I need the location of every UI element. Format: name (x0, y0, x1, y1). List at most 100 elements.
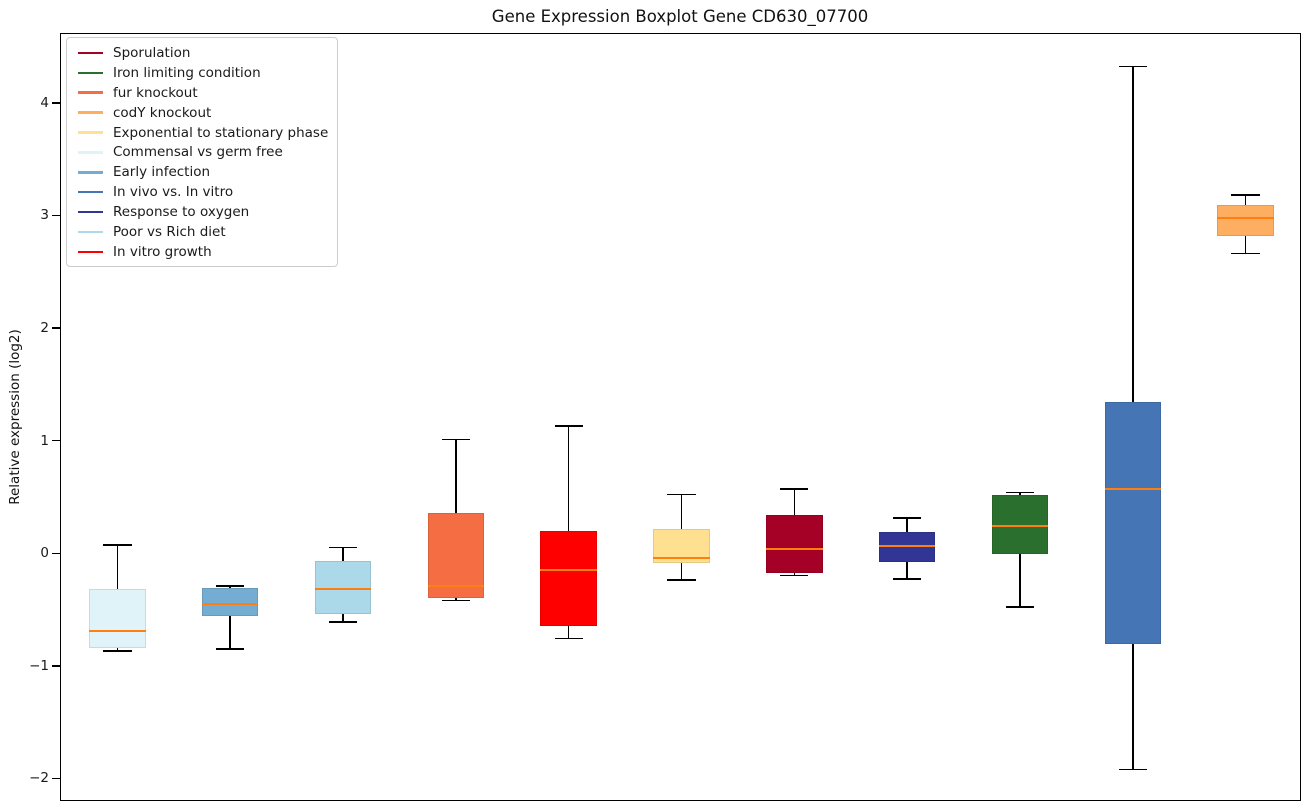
legend-item-sporulation: Sporulation (78, 43, 337, 63)
y-tick-mark (51, 552, 60, 554)
boxplot-upper-cap (103, 544, 132, 546)
y-tick-label: −2 (29, 770, 49, 787)
boxplot-upper-cap (1005, 491, 1035, 494)
legend-color-swatch (78, 170, 103, 174)
boxplot-upper-whisker (116, 545, 119, 590)
boxplot-median-line (427, 584, 485, 587)
boxplot-median-line (653, 556, 710, 559)
boxplot-upper-cap (328, 546, 358, 549)
boxplot-lower-whisker (680, 563, 683, 581)
legend-item-label: Commensal vs germ free (113, 144, 283, 161)
legend-item-in-vitro-growth: In vitro growth (78, 242, 337, 262)
boxplot-box (1217, 205, 1274, 236)
boxplot-lower-whisker (906, 562, 908, 580)
legend-item-label: Poor vs Rich diet (113, 223, 226, 240)
boxplot-box (1104, 402, 1161, 645)
boxplot-lower-cap (893, 578, 922, 580)
legend-color-swatch (78, 190, 103, 194)
legend-item-label: Exponential to stationary phase (113, 124, 329, 141)
legend-item-label: Iron limiting condition (113, 64, 261, 81)
y-tick-mark (51, 102, 60, 104)
legend-item-label: codY knockout (113, 104, 212, 121)
legend-item-fur-knockout: fur knockout (78, 83, 337, 103)
legend-item-label: In vivo vs. In vitro (113, 184, 234, 201)
legend-item-exponential-to-stationary-phase: Exponential to stationary phase (78, 123, 337, 143)
boxplot-box (427, 512, 485, 599)
y-tick-mark (51, 327, 60, 329)
boxplot-upper-whisker (229, 585, 231, 589)
boxplot-lower-whisker (1019, 554, 1021, 608)
boxplot-lower-whisker (116, 647, 119, 652)
boxplot-box (202, 588, 259, 617)
boxplot-lower-cap (1118, 768, 1147, 771)
boxplot-upper-whisker (793, 488, 796, 515)
boxplot-lower-whisker (342, 613, 344, 622)
boxplot-upper-cap (216, 585, 245, 587)
boxplot-upper-cap (1231, 194, 1260, 196)
legend-color-swatch (78, 131, 103, 134)
legend-color-swatch (78, 111, 103, 114)
boxplot-lower-cap (103, 650, 132, 652)
chart-title: Gene Expression Boxplot Gene CD630_07700 (491, 7, 869, 26)
y-tick-mark (51, 777, 60, 780)
legend-item-response-to-oxygen: Response to oxygen (78, 202, 337, 222)
boxplot-lower-whisker (567, 626, 570, 639)
boxplot-median-line (540, 569, 597, 572)
y-tick-label: 3 (40, 207, 49, 224)
legend-item-early-infection: Early infection (78, 162, 337, 182)
legend-color-swatch (78, 71, 103, 75)
boxplot-box (540, 530, 597, 627)
boxplot-lower-whisker (1132, 644, 1134, 770)
boxplot-median-line (1217, 216, 1274, 219)
boxplot-lower-cap (554, 637, 583, 640)
boxplot-upper-whisker (1132, 66, 1134, 403)
boxplot-median-line (991, 525, 1049, 528)
boxplot-lower-cap (216, 648, 245, 650)
boxplot-lower-cap (1231, 252, 1260, 255)
legend-item-in-vivo-vs-in-vitro: In vivo vs. In vitro (78, 182, 337, 202)
legend-item-commensal-vs-germ-free: Commensal vs germ free (78, 142, 337, 162)
boxplot-upper-whisker (567, 425, 570, 531)
legend-color-swatch (78, 91, 103, 95)
boxplot-box (314, 561, 372, 614)
boxplot-upper-whisker (342, 547, 344, 561)
boxplot-box (766, 514, 823, 574)
y-tick-label: −1 (29, 657, 49, 674)
legend-color-swatch (78, 151, 103, 154)
legend: Sporulation Iron limiting condition fur kn… (66, 37, 338, 267)
legend-item-iron-limiting-condition: Iron limiting condition (78, 63, 337, 83)
legend-color-swatch (78, 210, 103, 214)
y-tick-label: 0 (40, 545, 49, 562)
legend-color-swatch (78, 51, 103, 55)
legend-item-poor-vs-rich-diet: Poor vs Rich diet (78, 222, 337, 242)
boxplot-lower-cap (667, 579, 696, 581)
boxplot-box (89, 589, 146, 648)
legend-item-label: Response to oxygen (113, 204, 250, 221)
y-tick-mark (51, 214, 60, 217)
boxplot-upper-cap (780, 488, 809, 490)
y-tick-label: 4 (40, 94, 49, 111)
y-tick-mark (51, 665, 60, 667)
boxplot-lower-whisker (1244, 235, 1247, 254)
y-axis-label: Relative expression (log2) (7, 329, 23, 505)
boxplot-upper-cap (1118, 65, 1147, 68)
boxplot-upper-cap (441, 438, 470, 441)
boxplot-lower-cap (1005, 606, 1035, 608)
boxplot-upper-whisker (455, 439, 457, 513)
boxplot-upper-whisker (1244, 195, 1247, 206)
boxplot-upper-cap (554, 425, 583, 427)
legend-item-label: fur knockout (113, 84, 198, 101)
boxplot-median-line (314, 588, 372, 591)
y-tick-label: 1 (40, 432, 49, 449)
boxplot-upper-whisker (1019, 492, 1021, 495)
boxplot-lower-cap (780, 574, 809, 577)
boxplot-upper-whisker (906, 518, 908, 532)
boxplot-upper-cap (893, 517, 922, 519)
boxplot-lower-whisker (793, 573, 796, 576)
legend-color-swatch (78, 250, 103, 254)
boxplot-median-line (1104, 487, 1161, 490)
boxplot-lower-cap (328, 621, 358, 623)
boxplot-lower-whisker (229, 616, 231, 649)
legend-color-swatch (78, 230, 103, 234)
